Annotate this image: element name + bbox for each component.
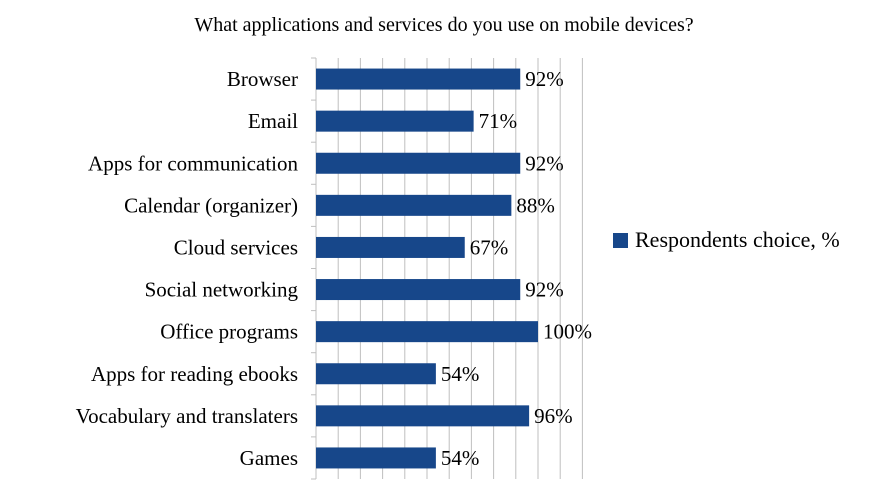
- data-label: 96%: [534, 404, 573, 428]
- bar: [316, 321, 538, 343]
- category-label: Browser: [227, 67, 298, 91]
- bar: [316, 194, 512, 216]
- data-label: 88%: [516, 193, 555, 217]
- bar: [316, 405, 530, 427]
- category-label: Email: [248, 109, 298, 133]
- bar: [316, 447, 436, 469]
- data-label: 71%: [479, 109, 518, 133]
- data-label: 54%: [441, 362, 480, 386]
- category-label: Social networking: [145, 278, 299, 302]
- category-label: Apps for reading ebooks: [91, 362, 298, 386]
- chart-title: What applications and services do you us…: [194, 14, 694, 36]
- legend-swatch: [613, 232, 628, 248]
- category-label: Apps for communication: [88, 151, 298, 175]
- category-label: Vocabulary and translaters: [76, 404, 298, 428]
- bar: [316, 236, 465, 258]
- bar: [316, 363, 436, 385]
- data-label: 92%: [525, 67, 564, 91]
- category-label: Office programs: [160, 320, 298, 344]
- bar: [316, 279, 521, 301]
- data-label: 92%: [525, 278, 564, 302]
- data-label: 92%: [525, 151, 564, 175]
- category-label: Games: [240, 446, 298, 470]
- data-label: 67%: [470, 235, 509, 259]
- category-label: Cloud services: [174, 235, 298, 259]
- legend-label: Respondents choice, %: [635, 227, 840, 252]
- bar: [316, 152, 521, 174]
- data-label: 100%: [543, 320, 592, 344]
- bar: [316, 68, 521, 90]
- category-label: Calendar (organizer): [124, 193, 298, 217]
- bar: [316, 110, 474, 132]
- legend: Respondents choice, %: [613, 227, 840, 253]
- data-label: 54%: [441, 446, 480, 470]
